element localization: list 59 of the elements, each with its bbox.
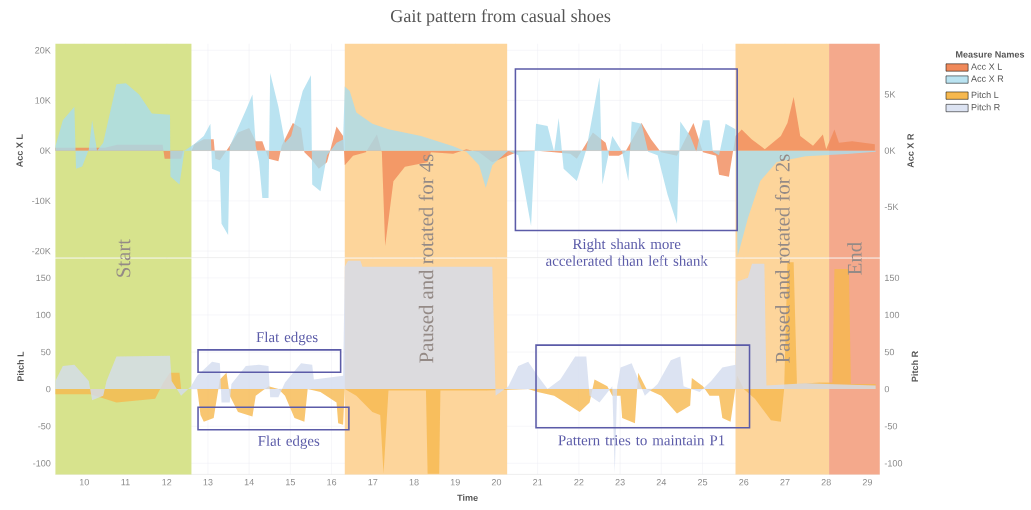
annotation: Right shank more accelerated than left shank <box>546 238 708 266</box>
y2-tick-label: -5K <box>884 203 899 210</box>
x-tick-label: 15 <box>286 478 296 486</box>
y-axis-title: Pitch L <box>17 351 24 381</box>
band-label: Paused and rotated for 2s <box>774 154 790 363</box>
y2-tick-label: 150 <box>885 274 900 281</box>
y-tick-label: 50 <box>41 348 51 356</box>
y-tick-label: 0 <box>46 385 51 393</box>
y2-tick-label: -50 <box>884 422 898 430</box>
y-tick-label: -100 <box>33 459 51 467</box>
x-tick-label: 11 <box>121 478 130 486</box>
legend-label: Acc X L <box>971 63 1002 70</box>
y2-tick-label: 100 <box>885 311 900 318</box>
legend-title: Measure Names <box>956 51 1025 58</box>
x-tick-label: 20 <box>491 478 502 486</box>
y-tick-label: -50 <box>38 422 51 430</box>
legend-label: Pitch L <box>971 91 999 98</box>
y2-tick-label: 0K <box>884 147 896 154</box>
x-tick-label: 23 <box>615 478 625 486</box>
x-tick-label: 22 <box>574 478 584 486</box>
y-tick-label: -20K <box>32 247 51 255</box>
x-tick-label: 28 <box>821 478 831 486</box>
annotation: Flat edges <box>256 331 318 346</box>
x-tick-label: 21 <box>533 478 543 486</box>
chart-title: Gait pattern from casual shoes <box>390 8 611 26</box>
x-tick-label: 24 <box>656 478 667 486</box>
x-tick-label: 12 <box>162 478 172 486</box>
band-label: End <box>847 241 862 275</box>
legend-label: Acc X R <box>971 75 1004 82</box>
annotation: Flat edges <box>258 435 320 449</box>
x-axis-title: Time <box>457 494 478 501</box>
y2-tick-label: -100 <box>884 459 903 467</box>
x-tick-label: 19 <box>450 478 460 486</box>
y2-tick-label: 5K <box>884 91 896 98</box>
x-tick-label: 17 <box>368 478 378 486</box>
y-tick-label: -10K <box>32 197 51 204</box>
x-tick-label: 18 <box>409 478 419 486</box>
band-label: Start <box>116 238 131 277</box>
y2-axis-title: Pitch R <box>911 350 919 382</box>
x-tick-label: 27 <box>780 478 790 486</box>
y-tick-label: 20K <box>35 46 51 54</box>
legend-label: Pitch R <box>971 103 1000 111</box>
x-tick-label: 16 <box>327 478 337 486</box>
x-tick-label: 13 <box>203 478 213 486</box>
y-axis-title: Acc X L <box>16 134 23 167</box>
y-tick-label: 10K <box>35 97 51 104</box>
y2-axis-title: Acc X R <box>907 133 914 168</box>
y2-tick-label: 0 <box>884 385 890 393</box>
x-tick-label: 10 <box>79 478 89 486</box>
band-label: Paused and rotated for 4s <box>418 154 434 363</box>
x-tick-label: 29 <box>862 478 873 486</box>
y-tick-label: 0K <box>40 147 51 154</box>
annotation: Pattern tries to maintain P1 <box>558 435 725 446</box>
x-tick-label: 26 <box>739 478 749 486</box>
y-tick-label: 100 <box>36 311 51 318</box>
y2-tick-label: 50 <box>884 348 895 356</box>
x-tick-label: 25 <box>697 478 708 486</box>
y-tick-label: 150 <box>36 274 51 281</box>
x-tick-label: 14 <box>244 478 254 486</box>
